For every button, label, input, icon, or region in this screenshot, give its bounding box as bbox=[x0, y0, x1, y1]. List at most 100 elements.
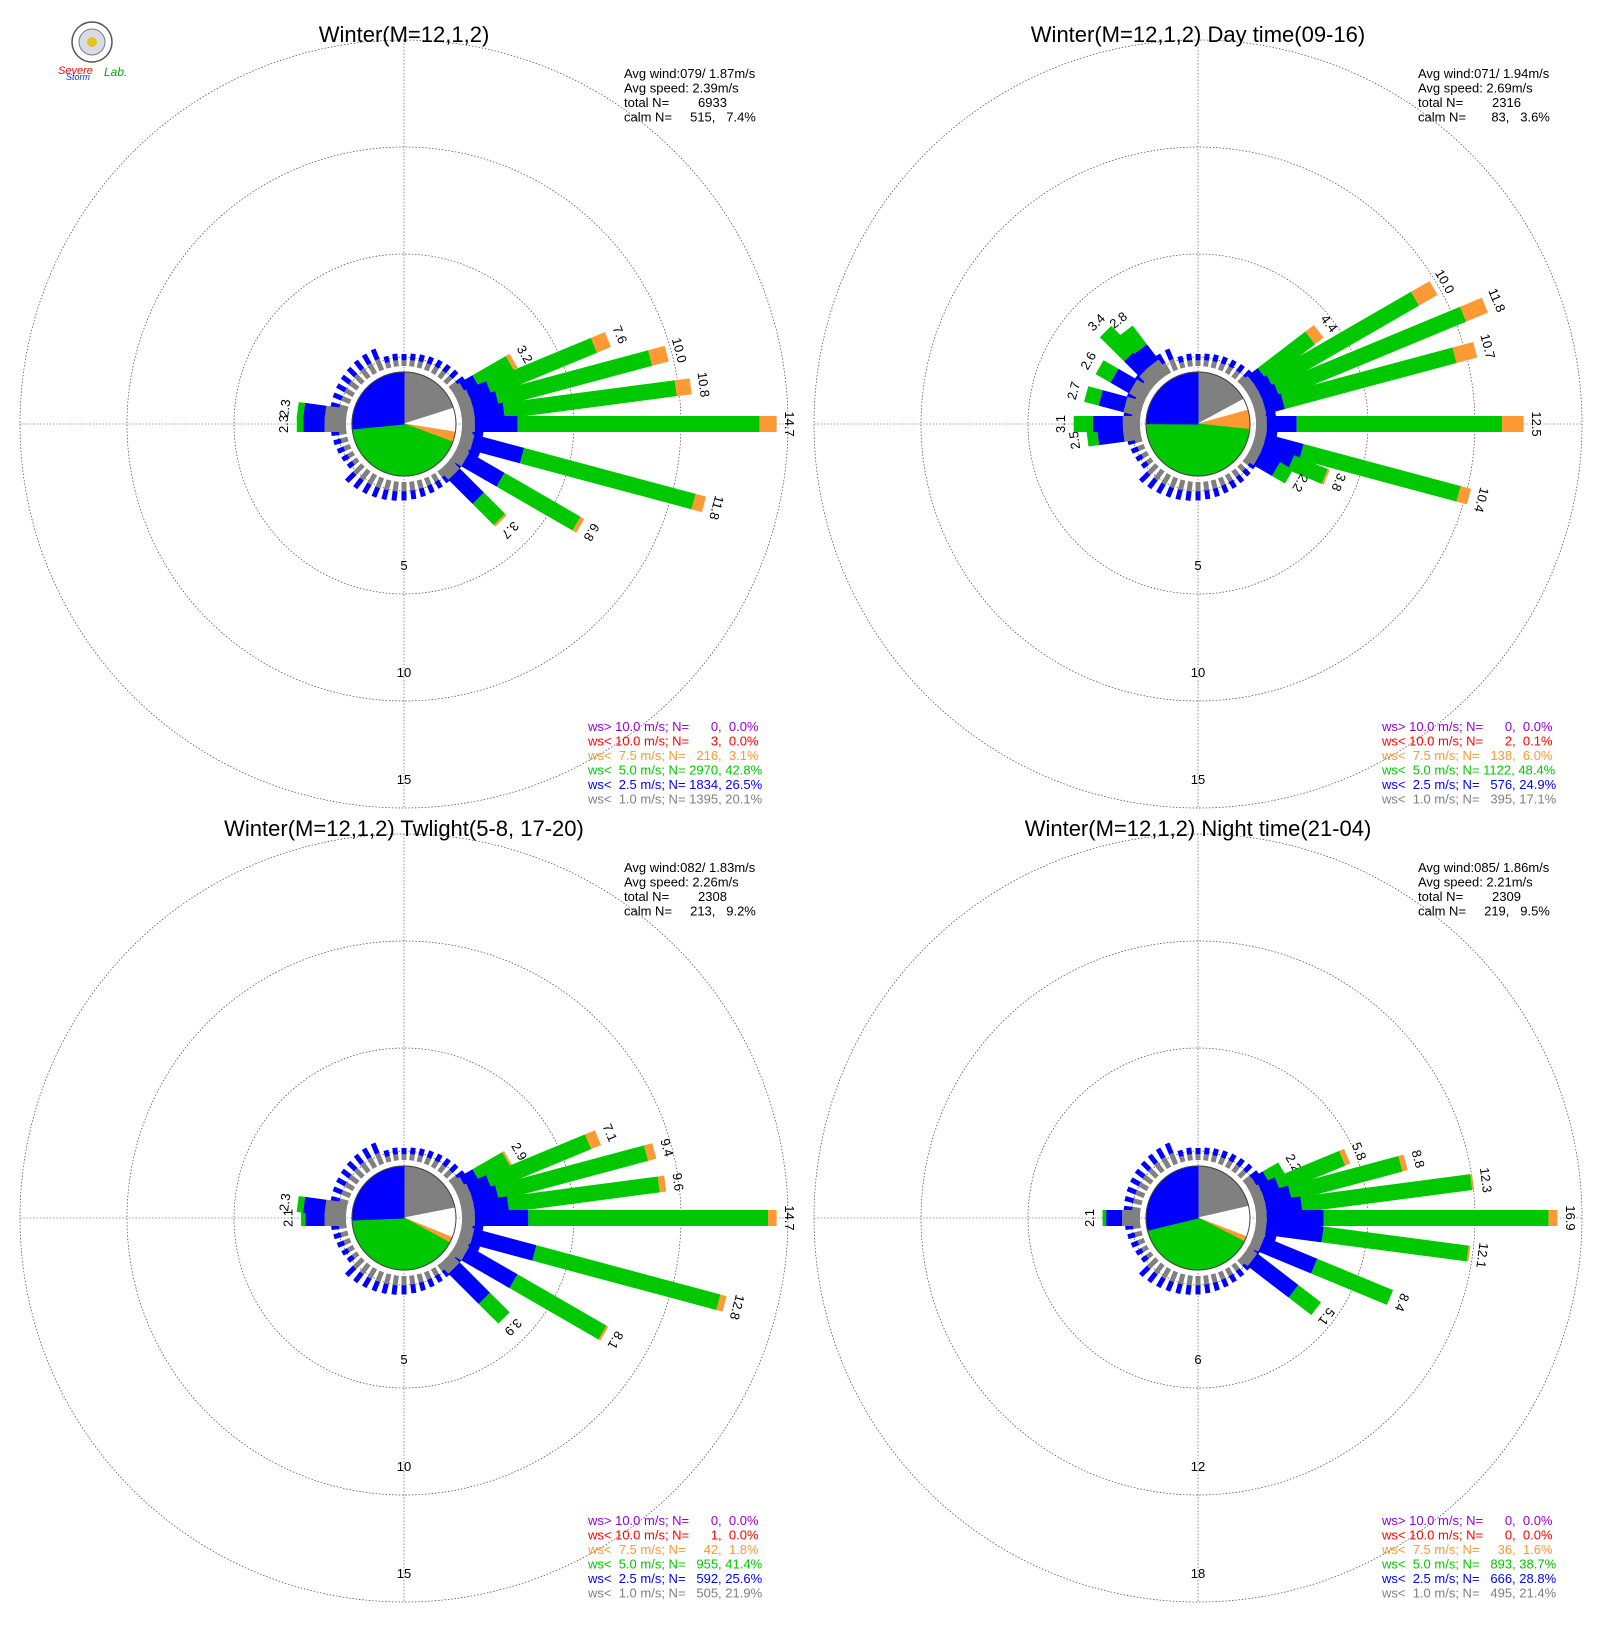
legend-entry: ws< 1.0 m/s; N= 395, 17.1% bbox=[1381, 792, 1557, 807]
spoke-light-segment bbox=[453, 1255, 463, 1264]
spoke-light-segment bbox=[426, 1278, 435, 1288]
bar-segment bbox=[507, 1176, 660, 1213]
spoke-light-segment bbox=[1228, 1153, 1237, 1163]
ring-label: 10 bbox=[1191, 665, 1205, 680]
spoke-calm-segment bbox=[409, 360, 415, 367]
spoke-light-segment bbox=[434, 1153, 443, 1163]
bar-segment bbox=[439, 459, 460, 480]
bar-segment bbox=[1257, 331, 1316, 381]
spoke-light-segment bbox=[442, 363, 451, 374]
ring-label: 5 bbox=[1194, 558, 1201, 573]
bar-segment bbox=[1280, 347, 1457, 409]
spoke-calm-segment bbox=[1203, 481, 1210, 491]
bar-segment bbox=[457, 431, 475, 451]
bar-label: 9.6 bbox=[670, 1172, 687, 1192]
bar-segment bbox=[473, 402, 505, 423]
spoke-calm-segment bbox=[359, 468, 371, 481]
bar-segment bbox=[519, 447, 696, 510]
bar-segment bbox=[450, 1240, 470, 1261]
spoke-light-segment bbox=[453, 461, 463, 470]
spoke-light-segment bbox=[391, 1284, 398, 1295]
spoke-light-segment bbox=[1228, 359, 1237, 369]
bar-label: 2.3 bbox=[276, 1192, 293, 1212]
spoke-calm-segment bbox=[367, 1266, 378, 1279]
spoke-light-segment bbox=[434, 359, 443, 369]
spoke-calm-segment bbox=[423, 476, 432, 486]
spoke-light-segment bbox=[1204, 489, 1211, 500]
spoke-calm-segment bbox=[1169, 1270, 1179, 1283]
spoke-calm-segment bbox=[1237, 1169, 1247, 1179]
bar-label: 7.6 bbox=[610, 323, 631, 345]
spoke-calm-segment bbox=[437, 370, 447, 380]
spoke-light-segment bbox=[1228, 479, 1237, 489]
spoke-light-segment bbox=[1135, 1247, 1144, 1256]
bar-segment bbox=[1274, 1150, 1346, 1193]
spoke-calm-segment bbox=[430, 1266, 439, 1277]
bar-segment bbox=[1124, 350, 1151, 377]
legend-entry: ws< 10.0 m/s; N= 3, 0.0% bbox=[587, 734, 759, 749]
stat-line: calm N= 213, 9.2% bbox=[624, 904, 756, 919]
legend-entry: ws< 10.0 m/s; N= 2, 0.1% bbox=[1381, 734, 1553, 749]
bar-segment bbox=[303, 1196, 327, 1216]
bar-segment bbox=[1128, 379, 1152, 402]
stat-line: total N= 6933 bbox=[624, 95, 727, 110]
spoke-light-segment bbox=[472, 1224, 484, 1231]
spoke-light-segment bbox=[1220, 1278, 1229, 1288]
bar-segment bbox=[1258, 383, 1281, 406]
spoke-calm-segment bbox=[1217, 363, 1226, 372]
windrose-panel-3: 510152.97.19.49.614.712.88.13.92.12.3Win… bbox=[19, 816, 797, 1603]
spoke-light-segment bbox=[418, 354, 425, 363]
spoke-calm-segment bbox=[1179, 1155, 1186, 1163]
spoke-calm-segment bbox=[1203, 360, 1209, 367]
bar-segment bbox=[502, 1151, 512, 1166]
spoke-calm-segment bbox=[383, 1273, 392, 1285]
bar-label: 2.3 bbox=[276, 415, 291, 433]
spoke-light-segment bbox=[346, 460, 355, 469]
legend-entry: ws< 7.5 m/s; N= 216, 3.1% bbox=[587, 748, 759, 763]
spoke-light-segment bbox=[441, 1268, 451, 1278]
ring-label: 10 bbox=[397, 1459, 411, 1474]
bar-segment bbox=[470, 434, 525, 464]
spoke-calm-segment bbox=[416, 1273, 424, 1283]
spoke-light-segment bbox=[1204, 1283, 1211, 1294]
spoke-light-segment bbox=[1186, 1147, 1193, 1155]
spoke-calm-segment bbox=[393, 1154, 399, 1161]
spoke-light-segment bbox=[1164, 1142, 1174, 1155]
spoke-light-segment bbox=[1140, 460, 1149, 469]
spoke-light-segment bbox=[1156, 1276, 1166, 1289]
ring-label: 18 bbox=[1191, 1566, 1205, 1581]
spoke-light-segment bbox=[434, 1273, 443, 1283]
spoke-light-segment bbox=[383, 355, 390, 364]
spoke-light-segment bbox=[1264, 1233, 1277, 1242]
lab-logo: Severe Storm Lab. bbox=[58, 21, 127, 82]
spoke-calm-segment bbox=[1210, 361, 1218, 369]
bar-segment bbox=[1119, 325, 1147, 354]
spoke-calm-segment bbox=[443, 375, 453, 385]
bar-segment bbox=[1247, 1253, 1299, 1298]
spoke-light-segment bbox=[1138, 1265, 1151, 1278]
bar-label: 7.1 bbox=[600, 1121, 621, 1143]
spoke-light-segment bbox=[426, 1150, 434, 1159]
spoke-light-segment bbox=[391, 490, 398, 501]
bar-segment bbox=[1265, 1196, 1303, 1217]
spoke-light-segment bbox=[449, 369, 459, 379]
spoke-calm-segment bbox=[1210, 1155, 1218, 1163]
bar-segment bbox=[1110, 368, 1137, 394]
bar-segment bbox=[1288, 1156, 1403, 1202]
spoke-calm-segment bbox=[1161, 472, 1172, 485]
bar-segment bbox=[1262, 1162, 1287, 1186]
bar-label: 8.4 bbox=[1392, 1291, 1413, 1313]
bar-label: 9.4 bbox=[657, 1137, 676, 1158]
spoke-light-segment bbox=[1124, 1196, 1135, 1204]
legend-entry: ws< 2.5 m/s; N= 576, 24.9% bbox=[1381, 777, 1557, 792]
spoke-light-segment bbox=[381, 489, 389, 500]
bar-segment bbox=[1339, 1148, 1351, 1166]
bar-segment bbox=[1251, 398, 1267, 417]
spoke-calm-segment bbox=[1210, 479, 1218, 489]
bar-segment bbox=[590, 332, 611, 353]
bar-segment bbox=[1265, 1219, 1324, 1243]
spoke-light-segment bbox=[333, 1232, 342, 1240]
spoke-light-segment bbox=[353, 477, 364, 490]
logo-text-severe: Severe bbox=[58, 65, 93, 77]
spoke-light-segment bbox=[353, 359, 365, 371]
